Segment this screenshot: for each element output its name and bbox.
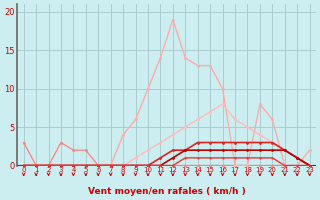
X-axis label: Vent moyen/en rafales ( km/h ): Vent moyen/en rafales ( km/h ) xyxy=(88,187,245,196)
